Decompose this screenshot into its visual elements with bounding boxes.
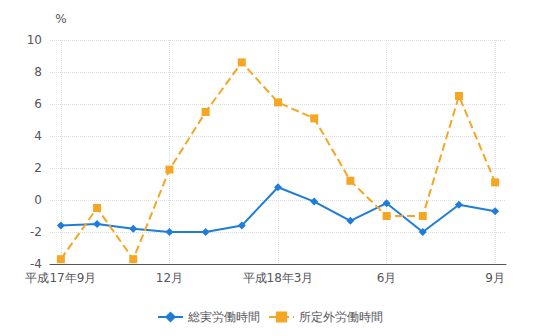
svg-text:6: 6: [34, 97, 42, 111]
svg-text:平成18年3月: 平成18年3月: [243, 271, 314, 285]
svg-text:8: 8: [34, 65, 42, 79]
svg-text:所定外労働時間: 所定外労働時間: [299, 310, 383, 324]
svg-text:-4: -4: [30, 257, 42, 271]
svg-text:-2: -2: [30, 225, 42, 239]
svg-text:12月: 12月: [156, 271, 183, 285]
svg-text:10: 10: [27, 33, 42, 47]
svg-text:0: 0: [34, 193, 42, 207]
svg-text:%: %: [55, 12, 66, 26]
svg-text:6月: 6月: [377, 271, 397, 285]
svg-text:2: 2: [34, 161, 42, 175]
svg-text:総実労働時間: 総実労働時間: [187, 310, 260, 324]
svg-text:9月: 9月: [485, 271, 505, 285]
svg-text:平成17年9月: 平成17年9月: [25, 271, 96, 285]
svg-text:4: 4: [34, 129, 42, 143]
